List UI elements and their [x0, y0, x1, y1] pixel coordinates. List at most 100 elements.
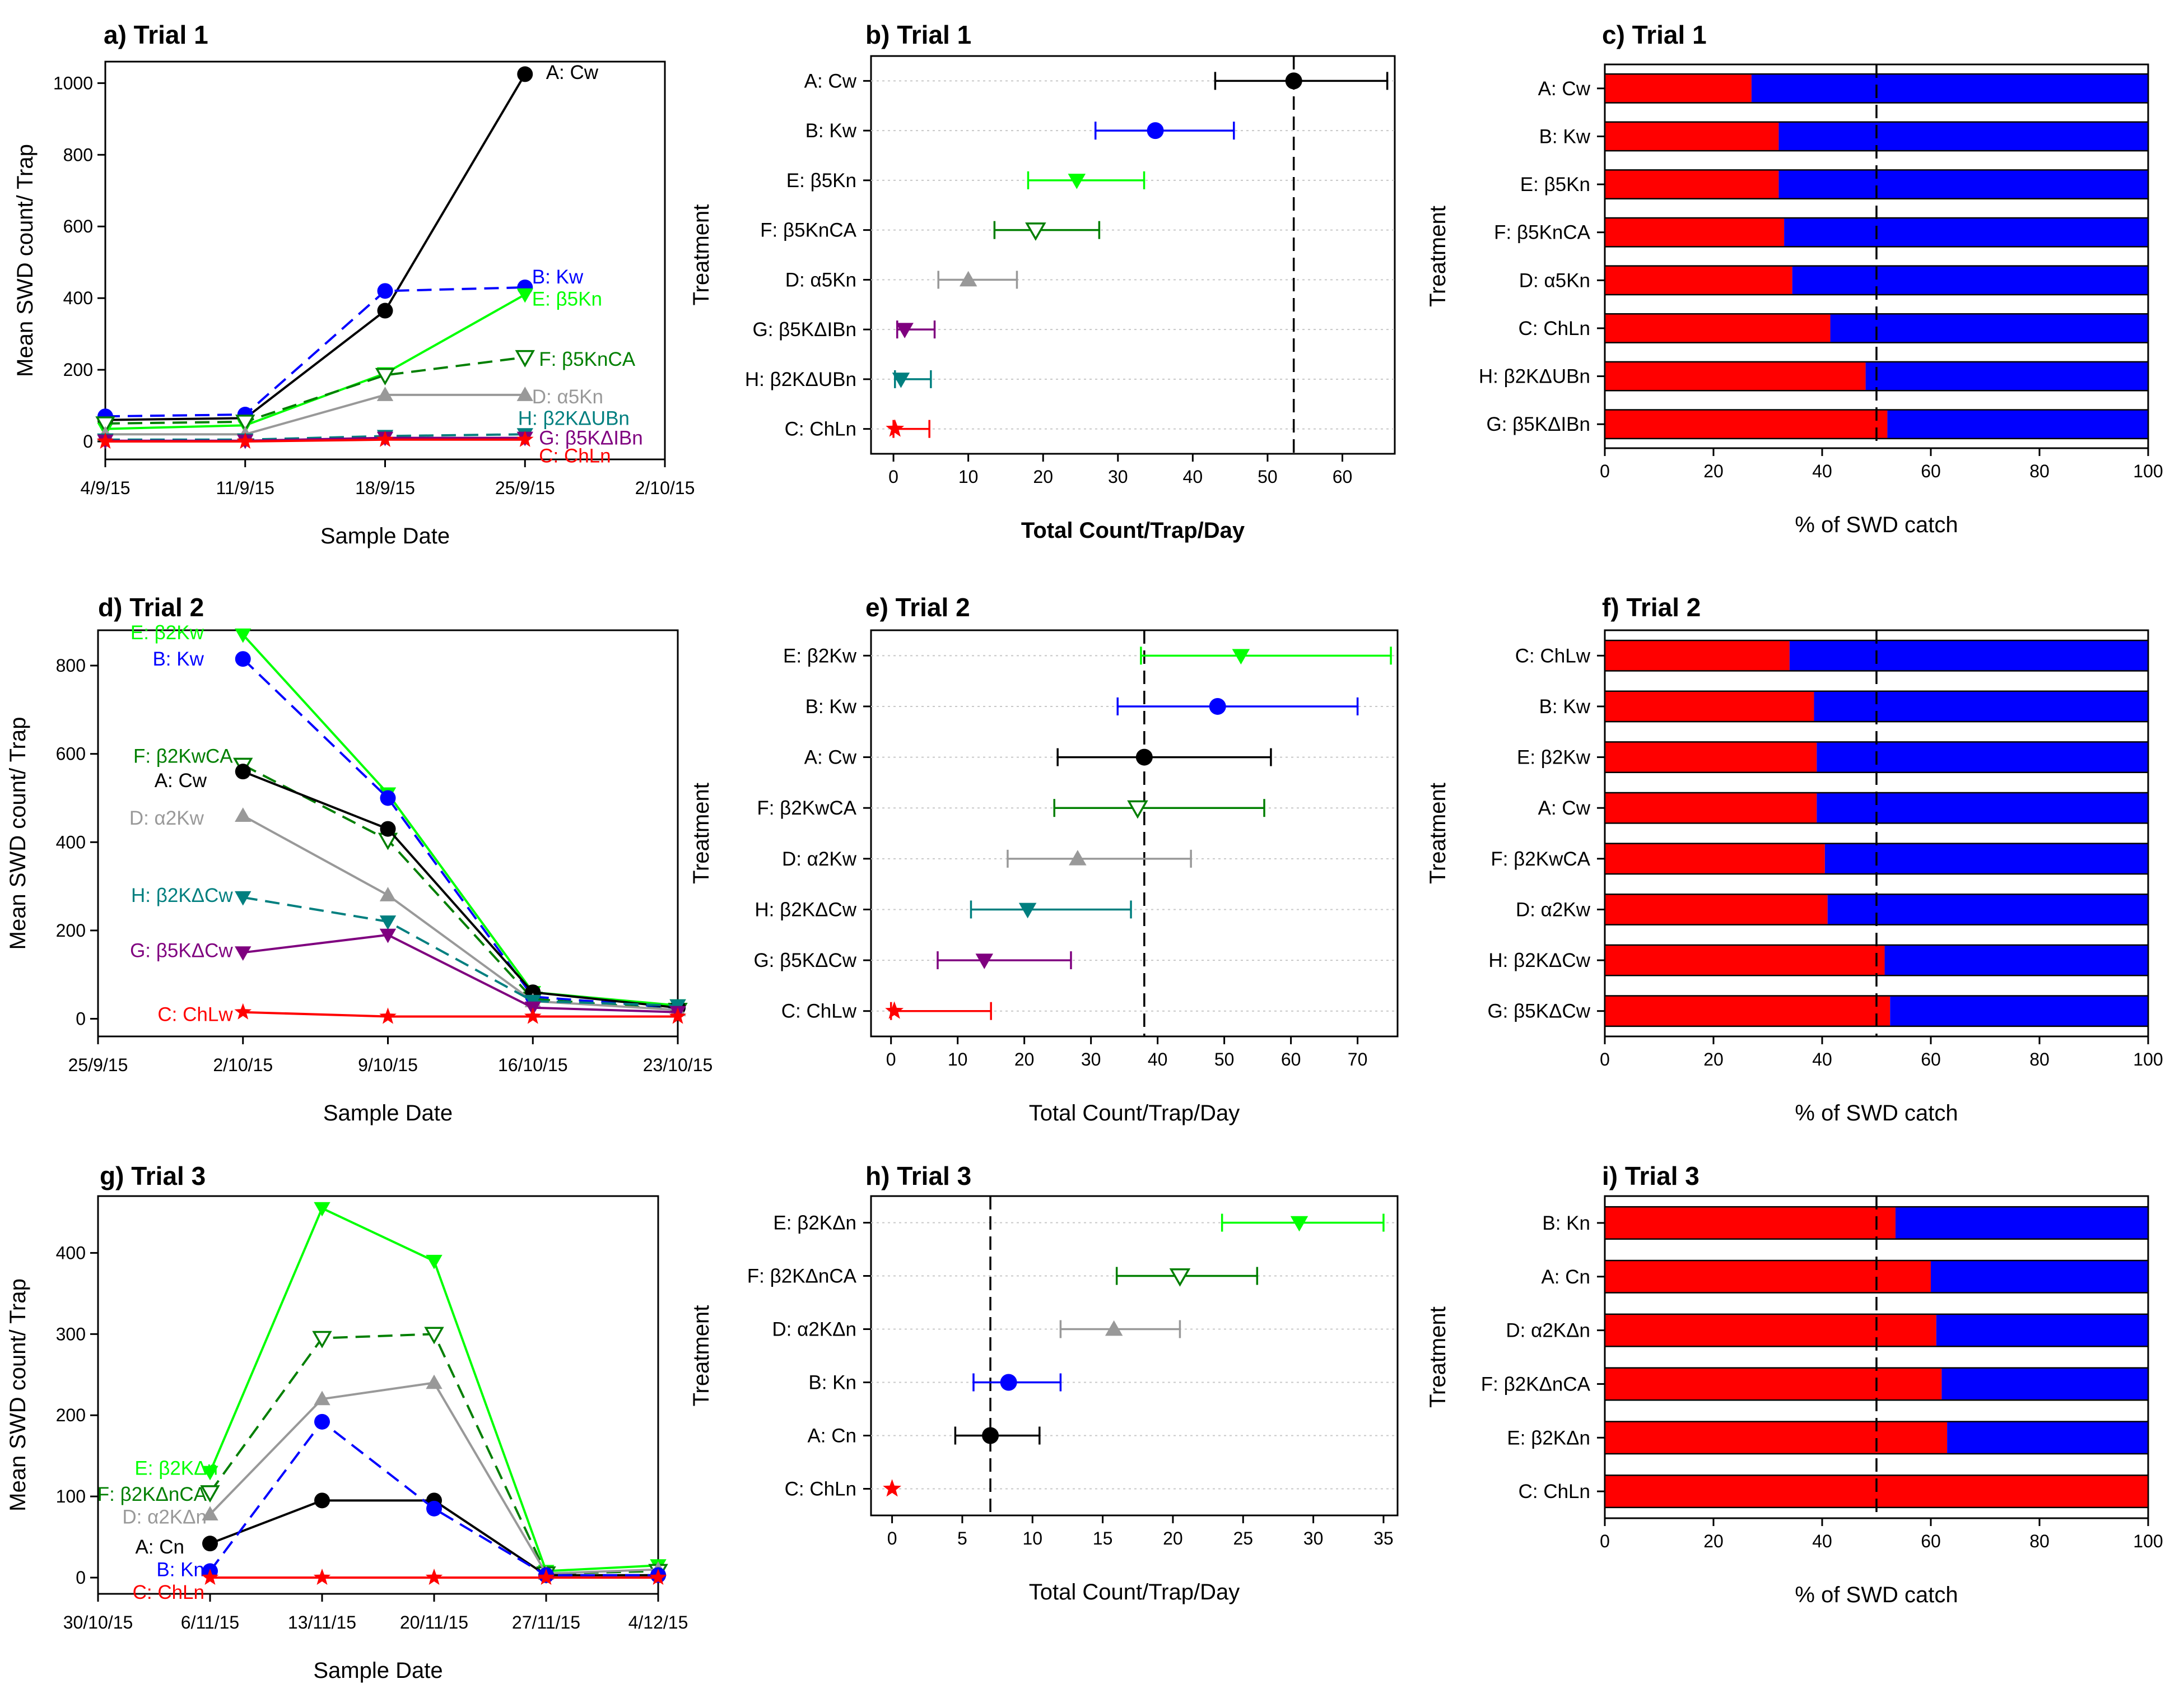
panel-title: c) Trial 1	[1602, 20, 1707, 49]
bar-segment-red	[1605, 894, 1828, 925]
data-point	[982, 1427, 999, 1444]
y-axis-label: Mean SWD count/ Trap	[13, 144, 38, 377]
x-tick-label: 0	[1600, 1531, 1610, 1551]
bar-segment-red	[1605, 122, 1779, 151]
bar-segment-red	[1605, 218, 1785, 247]
treatment-b	[1116, 697, 1359, 715]
data-point	[379, 1007, 397, 1024]
y-tick-label: 200	[63, 360, 93, 380]
x-tick-label: 50	[1258, 467, 1278, 487]
series-line	[242, 764, 678, 1011]
x-tick-label: 80	[2029, 461, 2050, 481]
panel-title: b) Trial 1	[865, 20, 971, 49]
bar-segment-blue	[1778, 170, 2148, 199]
data-point	[516, 387, 533, 401]
panel-i: i) Trial 3 B: Kn A: Cn D: α2KΔn F: β2KΔnCA E:…	[1426, 1161, 2163, 1607]
data-point	[235, 651, 251, 667]
panel-f: f) Trial 2 C: ChLw B: Kw E: β2Kw A: Cw F: β2K…	[1426, 593, 2163, 1125]
y-axis-label: Mean SWD count/ Trap	[6, 717, 30, 950]
x-tick-label: 10	[1022, 1528, 1042, 1548]
category-label: G: β5KΔIBn	[752, 319, 856, 341]
bar-segment-blue	[1817, 793, 2148, 824]
treatment-b	[972, 1373, 1062, 1392]
data-point	[235, 764, 251, 780]
panel-b: b) Trial 1 A: Cw B: Kw E: β5Kn F: β5KnCA D: α…	[689, 20, 1396, 543]
data-point	[1000, 1374, 1017, 1391]
x-tick-label: 80	[2029, 1531, 2050, 1551]
series-label: F: β2KwCA	[133, 746, 233, 768]
panel-title: e) Trial 2	[865, 593, 970, 622]
data-point	[202, 1506, 218, 1521]
bar-segment-blue	[1936, 1314, 2148, 1347]
x-tick-label: 30	[1303, 1528, 1324, 1548]
data-point	[426, 1500, 442, 1517]
x-tick-label: 20	[1703, 1049, 1724, 1069]
x-tick-label: 16/10/15	[498, 1055, 568, 1075]
treatment-g	[937, 951, 1072, 970]
x-tick-label: 2/10/15	[635, 478, 695, 498]
bar-g	[1604, 995, 2149, 1027]
bar-b	[1604, 690, 2149, 723]
series-line	[243, 1011, 678, 1018]
series-line	[243, 933, 678, 1013]
data-point	[517, 66, 533, 82]
series-label: C: ChLw	[157, 1004, 233, 1026]
treatment-a	[1214, 72, 1389, 90]
series-line	[242, 815, 678, 1011]
x-tick-label: 30	[1081, 1049, 1101, 1069]
bar-segment-blue	[1789, 640, 2148, 671]
x-tick-label: 2/10/15	[213, 1055, 273, 1075]
x-tick-label: 30/10/15	[63, 1612, 133, 1632]
x-tick-label: 20	[1163, 1528, 1183, 1548]
series-line	[105, 393, 525, 436]
x-axis-label: Sample Date	[313, 1658, 443, 1683]
treatment-h	[892, 370, 932, 388]
data-point	[379, 887, 397, 901]
x-axis-label: Total Count/Trap/Day	[1029, 1580, 1240, 1604]
x-tick-label: 60	[1281, 1049, 1301, 1069]
category-label: C: ChLn	[1519, 1481, 1590, 1503]
series-label: D: α2KΔn	[122, 1506, 207, 1528]
series-label: E: β5Kn	[532, 288, 602, 310]
data-point	[95, 416, 115, 434]
y-axis-label: Treatment	[689, 204, 714, 306]
bar-segment-red	[1605, 1421, 1948, 1454]
x-tick-label: 60	[1333, 467, 1353, 487]
x-axis-label: Total Count/Trap/Day	[1021, 518, 1245, 543]
series-label: G: β5KΔIBn	[539, 427, 643, 449]
bar-segment-blue	[1865, 361, 2148, 391]
x-tick-label: 23/10/15	[643, 1055, 713, 1075]
x-tick-label: 25/9/15	[495, 478, 555, 498]
data-point	[202, 1466, 218, 1481]
y-tick-label: 600	[63, 216, 93, 236]
data-point	[201, 1568, 219, 1585]
x-tick-label: 35	[1373, 1528, 1394, 1548]
x-tick-label: 70	[1348, 1049, 1368, 1069]
category-label: B: Kw	[1539, 125, 1591, 147]
bar-segment-blue	[1784, 218, 2148, 247]
x-tick-label: 100	[2133, 1531, 2163, 1551]
panel-c: c) Trial 1 A: Cw B: Kw E: β5Kn F: β5KnCA D: α…	[1426, 20, 2163, 537]
data-point	[1025, 222, 1046, 241]
category-label: D: α5Kn	[785, 269, 856, 291]
data-point	[896, 323, 914, 338]
y-tick-label: 0	[76, 1568, 86, 1588]
category-label: E: β2Kw	[783, 645, 857, 667]
bar-segment-blue	[1941, 1368, 2148, 1401]
category-label: G: β5KΔCw	[753, 950, 856, 971]
category-label: D: α2KΔn	[772, 1319, 856, 1341]
category-label: G: β5KΔCw	[1487, 1001, 1590, 1022]
series-line	[243, 770, 678, 1009]
x-tick-label: 40	[1148, 1049, 1168, 1069]
bar-segment-red	[1605, 314, 1831, 343]
y-tick-label: 400	[63, 288, 93, 308]
series-label: C: ChLn	[133, 1582, 204, 1603]
bar-segment-blue	[1827, 894, 2148, 925]
data-point	[425, 1568, 443, 1585]
y-tick-label: 300	[56, 1324, 86, 1344]
data-point	[314, 1202, 330, 1217]
bar-segment-red	[1605, 843, 1825, 874]
bar-f	[1604, 217, 2149, 248]
data-point	[959, 271, 977, 287]
data-point	[1068, 174, 1086, 189]
